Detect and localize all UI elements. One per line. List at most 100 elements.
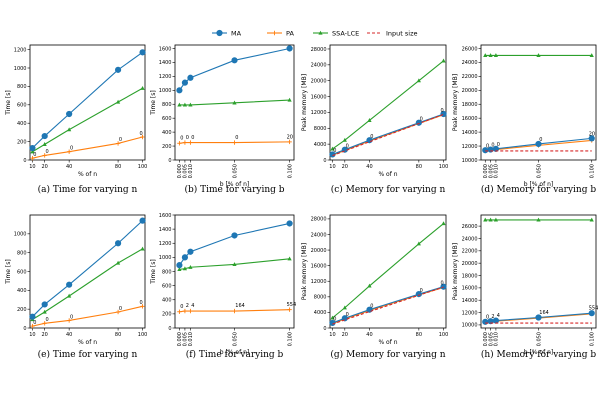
y-tick-label: 600 [17, 269, 27, 275]
data-point [488, 217, 493, 222]
data-point [416, 241, 421, 246]
x-tick-label: 100 [138, 164, 148, 170]
x-tick-label: 20 [41, 164, 47, 170]
y-tick-label: 18000 [462, 273, 478, 279]
data-point [115, 99, 121, 104]
data-annotation: 0 [70, 146, 73, 152]
data-point [231, 232, 238, 239]
y-tick-label: 0 [23, 158, 26, 164]
x-tick-label: 0.100 [287, 164, 293, 178]
axes-frame [329, 214, 447, 329]
y-tick-label: 24000 [462, 236, 478, 242]
legend-label: Input size [386, 29, 418, 37]
data-point [177, 309, 182, 314]
data-annotation: 164 [539, 310, 549, 316]
y-tick-label: 20000 [311, 248, 327, 254]
data-annotation: 20 [287, 134, 293, 140]
data-point [42, 153, 47, 158]
y-tick-label: 1600 [159, 213, 172, 219]
data-point [287, 97, 292, 102]
x-tick-label: 80 [115, 332, 121, 338]
series-ma [176, 220, 293, 269]
data-point [232, 308, 237, 314]
data-point [67, 293, 72, 298]
x-tick-label: 80 [115, 164, 121, 170]
panel-caption: (f) Time for varying b [186, 349, 284, 360]
legend-label: PA [286, 29, 295, 37]
data-point [341, 315, 348, 322]
series-ma [29, 49, 146, 152]
x-tick-label: 20 [41, 332, 47, 338]
data-annotation: 20 [589, 131, 595, 137]
data-annotation: 0 [333, 148, 336, 154]
data-annotation: 0 [140, 131, 143, 137]
series-line [332, 113, 444, 157]
x-axis-label: % of n [378, 171, 397, 178]
data-point [66, 318, 72, 323]
data-point [115, 309, 121, 315]
data-point [182, 266, 188, 271]
data-point [588, 135, 595, 142]
data-point [140, 134, 145, 140]
data-point [181, 254, 189, 261]
x-tick-label: 0.005 [488, 332, 494, 346]
legend-label: SSA-LCE [332, 29, 359, 37]
axes-frame [29, 44, 146, 161]
y-tick-label: 1000 [14, 66, 27, 72]
series-ma [29, 217, 146, 320]
data-point [232, 262, 237, 267]
data-point [188, 308, 193, 314]
series-ma [482, 310, 595, 325]
data-point [441, 58, 446, 63]
data-point [29, 144, 36, 152]
y-tick-label: 600 [17, 103, 27, 109]
legend-marker [216, 29, 223, 37]
x-axis-label: % of n [78, 171, 97, 178]
y-tick-label: 1000 [14, 232, 27, 238]
y-tick-label: 0 [323, 326, 326, 332]
y-tick-label: 22000 [462, 249, 478, 255]
x-tick-label: 10 [329, 164, 335, 170]
data-point [342, 137, 347, 142]
data-annotation: 0 [346, 312, 349, 318]
data-point [536, 217, 541, 222]
data-point [231, 57, 238, 64]
y-tick-label: 26000 [462, 224, 478, 230]
legend: MA PA SSA-LCE Input size [212, 29, 418, 37]
x-tick-label: 20 [342, 332, 348, 338]
series-ma [176, 45, 293, 94]
x-tick-label: 0.010 [494, 164, 500, 178]
data-annotation: 0 [235, 135, 238, 141]
data-point [286, 220, 293, 227]
y-axis-label: Peak memory [MB] [452, 74, 459, 131]
legend-item-input-size: Input size [367, 29, 418, 37]
y-tick-label: 1200 [14, 47, 27, 53]
data-annotation: 554 [287, 302, 297, 308]
y-tick-label: 1200 [159, 74, 172, 80]
y-tick-label: 200 [17, 307, 27, 313]
x-tick-label: 0.100 [287, 332, 293, 346]
data-point [287, 139, 292, 145]
data-annotation: 0 [45, 317, 48, 323]
data-annotation: 0 [370, 134, 373, 140]
data-point [232, 140, 237, 145]
y-tick-label: 16000 [311, 263, 327, 269]
y-tick-label: 200 [17, 139, 27, 145]
x-tick-label: 100 [439, 332, 449, 338]
data-annotation: 0 [441, 280, 444, 286]
panel-caption: (e) Time for varying n [38, 349, 138, 360]
x-tick-label: 0.000 [483, 332, 489, 346]
panel-caption: (c) Memory for varying n [331, 184, 446, 195]
data-point [41, 132, 48, 140]
data-annotation: 0 [441, 108, 444, 114]
x-axis-label: b [% of n] [220, 349, 250, 356]
series-line [32, 220, 143, 318]
data-point [187, 74, 194, 81]
x-tick-label: 40 [366, 164, 372, 170]
data-annotation: 0 [119, 306, 122, 312]
data-point [177, 267, 182, 271]
y-tick-label: 0 [168, 158, 171, 164]
data-annotation: 0 [486, 314, 489, 320]
y-tick-label: 800 [162, 102, 172, 108]
